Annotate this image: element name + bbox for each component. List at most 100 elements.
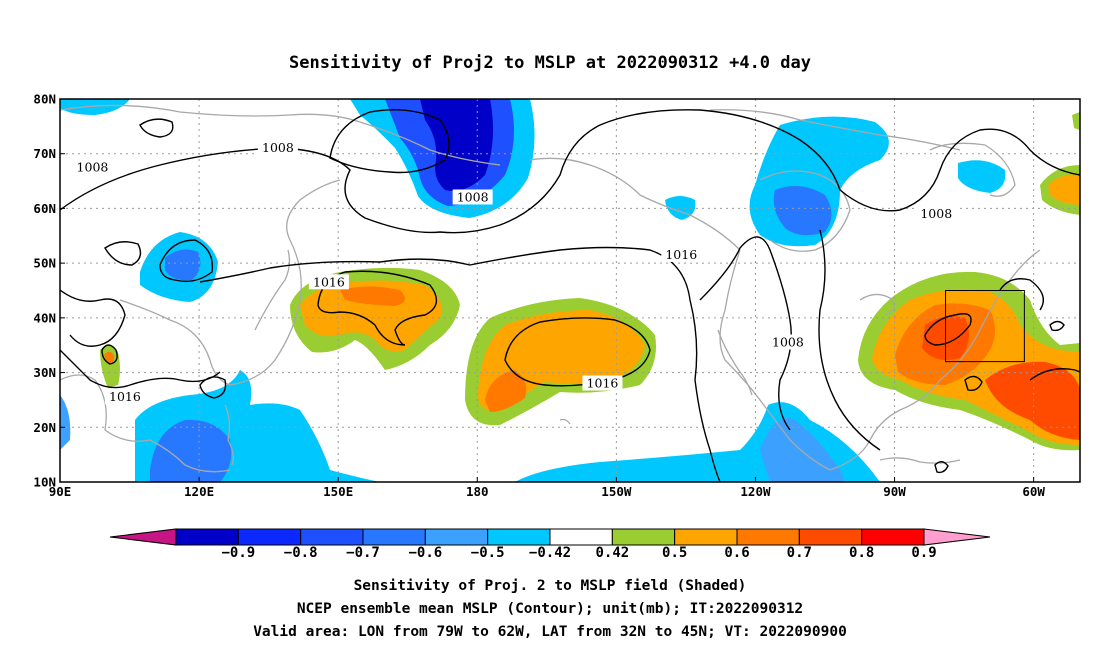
contour-1008-west-us xyxy=(699,236,792,431)
contour-1016-np xyxy=(317,270,438,346)
colorbar-label: 0.42 xyxy=(595,545,629,561)
colorbar-label: −0.42 xyxy=(529,545,571,561)
coast-japan xyxy=(254,249,291,331)
colorbar-label: 0.9 xyxy=(911,545,936,561)
contour-label: 1016 xyxy=(313,274,345,289)
contour-small-loop-1 xyxy=(104,241,142,266)
contour-label: 1008 xyxy=(457,189,489,204)
colorbar-box xyxy=(237,528,302,546)
shade-cp-core xyxy=(485,370,527,412)
shade-scs-core xyxy=(150,419,232,482)
contour-1016-cp-inner xyxy=(504,317,651,387)
shade-npw-core xyxy=(340,286,405,306)
colorbar-box xyxy=(300,528,364,546)
contour-small-loop-4 xyxy=(964,375,983,392)
coast-arctic-asia xyxy=(60,104,501,166)
contour-label-bg xyxy=(582,375,623,391)
contour-label-bg xyxy=(257,140,298,156)
contour-india-loop xyxy=(101,344,118,365)
colorbar-box xyxy=(549,528,613,546)
lon-tick-label: 150E xyxy=(323,484,353,499)
shade-hudson-core xyxy=(773,186,832,236)
coastlines xyxy=(60,104,1041,473)
colorbar-box xyxy=(487,528,551,546)
contour-label: 1016 xyxy=(587,376,619,391)
contour-1016-india xyxy=(60,349,221,389)
contour-label-bg xyxy=(72,159,113,175)
lon-tick-label: 60W xyxy=(1022,484,1045,499)
lat-tick-label: 80N xyxy=(33,92,56,107)
coast-se-asia xyxy=(60,374,231,473)
contour-small-loop-5 xyxy=(1049,320,1065,332)
shade-arctic-siberia-deep xyxy=(420,99,494,191)
shade-greenland xyxy=(958,160,1006,193)
coast-east-asia xyxy=(119,179,341,386)
colorbar-label: 0.8 xyxy=(849,545,874,561)
contour-label-bg xyxy=(661,246,702,262)
lat-tick-label: 40N xyxy=(33,310,56,325)
lat-tick-label: 10N xyxy=(33,475,56,490)
colorbar xyxy=(109,528,991,546)
contour-label: 1008 xyxy=(920,206,952,221)
shade-far-ne xyxy=(1072,112,1080,130)
colorbar-label: −0.6 xyxy=(408,545,442,561)
lon-tick-label: 150W xyxy=(601,484,632,499)
contour-labels: 1008 1008 1008 1016 1016 1008 1008 1016 1016 xyxy=(72,140,957,405)
coast-alaska xyxy=(529,157,741,251)
map-title: Sensitivity of Proj2 to MSLP at 20220903… xyxy=(289,53,811,73)
contour-small-loop-6 xyxy=(934,461,949,474)
map-area: 1008 1008 1008 1016 1016 1008 1008 1016 1016 xyxy=(60,99,1080,482)
shade-india-core xyxy=(104,351,115,364)
coast-na-east xyxy=(939,249,1041,381)
shade-mongolia-core xyxy=(165,249,201,281)
colorbar-box xyxy=(736,528,800,546)
coast-canada-arctic xyxy=(709,109,961,151)
footer-line-2: NCEP ensemble mean MSLP (Contour); unit(… xyxy=(297,601,803,617)
contour-small-loop-2 xyxy=(139,118,174,138)
shade-npw-orange xyxy=(300,280,442,352)
lon-tick-label: 120E xyxy=(184,484,214,499)
lat-tick-label: 20N xyxy=(33,420,56,435)
coast-na-west xyxy=(719,249,831,471)
negative-sensitivity-shading xyxy=(60,99,1006,482)
contour-label-bg xyxy=(308,274,349,290)
contour-label: 1008 xyxy=(262,140,294,155)
colorbar-box xyxy=(611,528,676,546)
contour-1016-big xyxy=(199,246,721,482)
colorbar-box xyxy=(362,528,426,546)
colorbar-label: −0.9 xyxy=(221,545,255,561)
coast-hudson xyxy=(759,170,851,252)
mslp-contours xyxy=(60,109,1080,482)
colorbar-box xyxy=(798,528,863,546)
colorbar-box xyxy=(175,528,239,546)
colorbar-labels: −0.9 −0.8 −0.7 −0.6 −0.5 −0.42 0.42 0.5 0.6 0.7 0.… xyxy=(221,545,936,561)
contour-small-loop-3 xyxy=(199,376,227,399)
coast-great-lakes xyxy=(859,293,895,316)
colorbar-label: 0.6 xyxy=(724,545,749,561)
contour-label: 1016 xyxy=(665,247,697,262)
lat-axis-labels: 80N 70N 60N 50N 40N 30N 20N 10N xyxy=(33,92,65,490)
colorbar-box xyxy=(861,528,925,546)
lat-tick-label: 60N xyxy=(33,201,56,216)
shade-nw-corner xyxy=(60,99,130,115)
contour-label: 1008 xyxy=(77,159,109,174)
colorbar-high-arrow xyxy=(923,528,991,546)
shade-west-edge xyxy=(60,395,71,450)
gridlines xyxy=(60,99,1080,482)
lon-axis-labels: 90E 120E 150E 180 150W 120W 90W 60W xyxy=(49,477,1045,499)
footer-line-3: Valid area: LON from 79W to 62W, LAT fro… xyxy=(253,624,847,640)
map-frame xyxy=(59,98,1081,483)
contour-mongolia xyxy=(159,239,214,283)
coast-caribbean xyxy=(879,457,961,464)
valid-area-box xyxy=(945,290,1025,363)
contour-label-bg xyxy=(767,334,808,350)
colorbar-label: 0.7 xyxy=(787,545,812,561)
lon-tick-label: 90W xyxy=(883,484,906,499)
coast-gulf xyxy=(829,379,941,471)
colorbar-label: −0.5 xyxy=(471,545,505,561)
contour-label: 1016 xyxy=(109,389,141,404)
coast-baja xyxy=(717,329,753,396)
contour-east-us-low xyxy=(924,313,972,346)
lat-tick-label: 50N xyxy=(33,256,56,271)
